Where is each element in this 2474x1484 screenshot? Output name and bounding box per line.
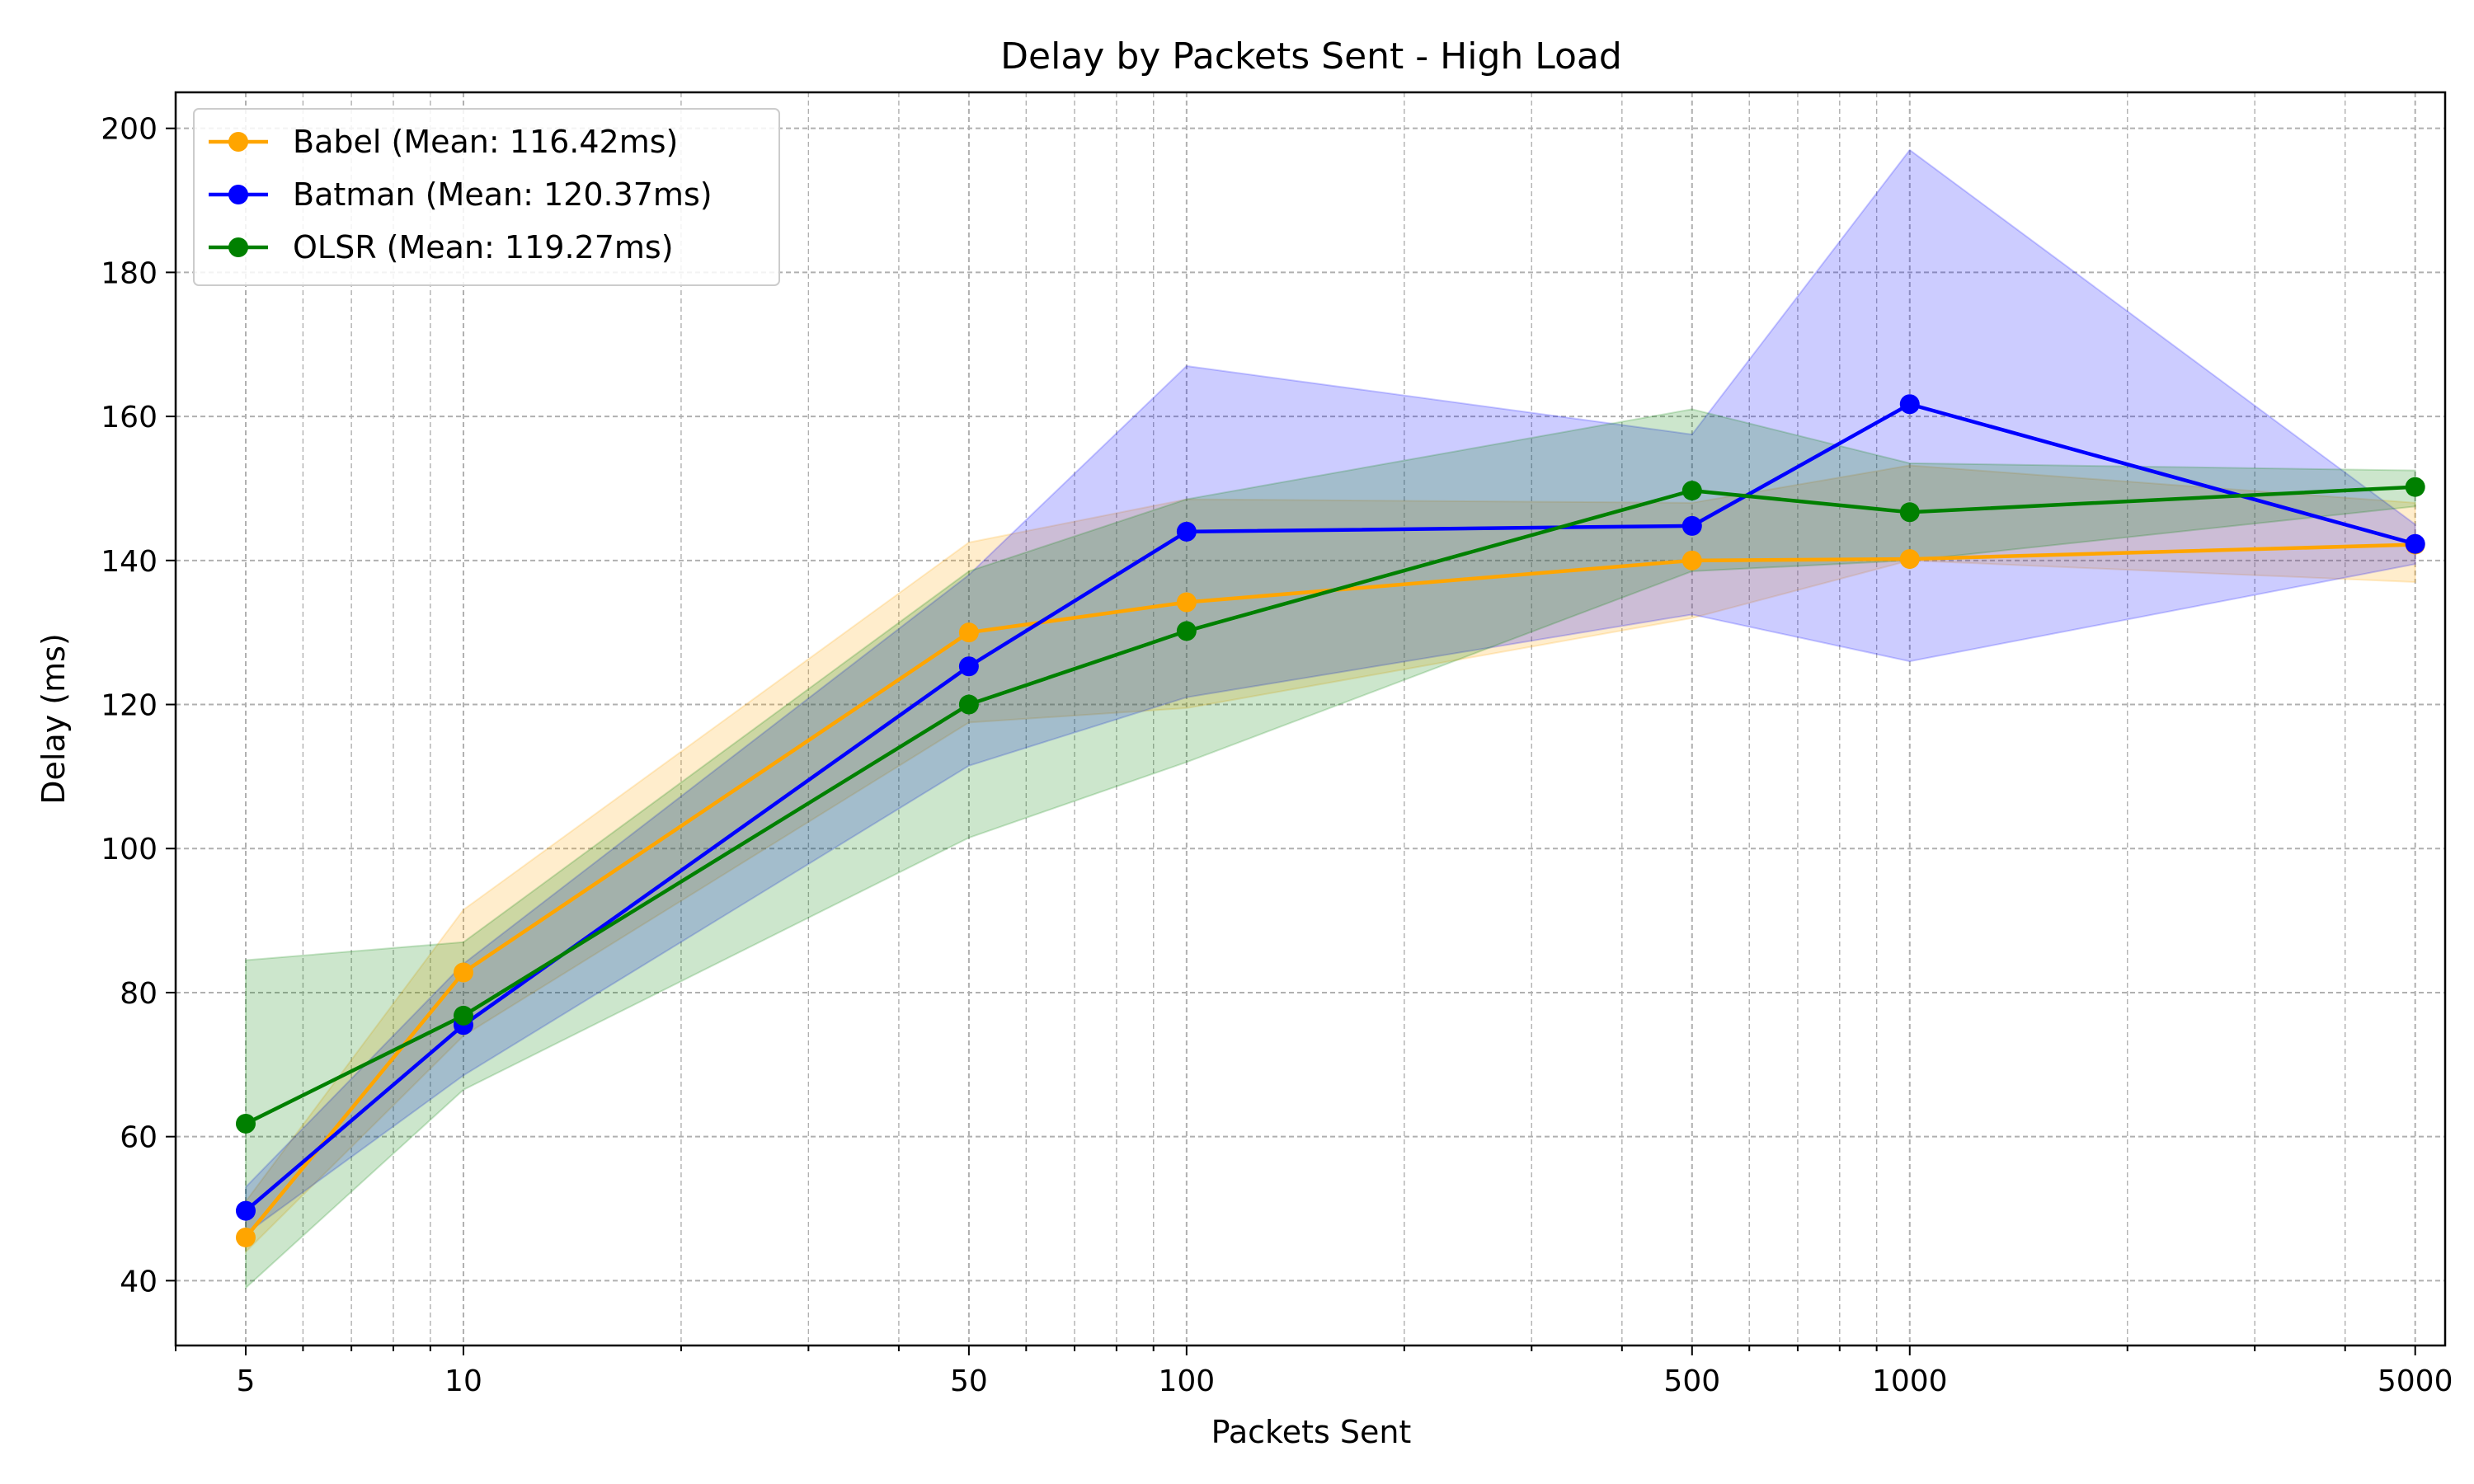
data-point [453, 962, 473, 983]
data-point [1681, 550, 1702, 571]
y-tick-label: 200 [101, 113, 158, 147]
data-point [1176, 521, 1197, 542]
data-point [235, 1200, 256, 1221]
axis-ticks: 5 10 50 100 500 1000 5000 40 60 80 100 120 140 160 180… [101, 113, 2453, 1398]
data-point [1899, 502, 1920, 523]
legend-box [193, 108, 780, 286]
legend-entry-label: OLSR (Mean: 119.27ms) [293, 229, 674, 265]
confidence-band [244, 148, 2416, 1236]
data-point [2405, 533, 2425, 554]
legend-entry-label: Batman (Mean: 120.37ms) [293, 176, 713, 213]
plot-frame [174, 91, 2447, 1347]
grid-lines [175, 92, 2445, 1345]
y-tick-label: 160 [101, 401, 158, 434]
series-markers [235, 394, 2425, 1247]
data-point [1681, 481, 1702, 501]
legend-marker-swatch [228, 185, 248, 204]
y-tick-label: 120 [101, 689, 158, 723]
legend-marker-swatch [228, 132, 248, 152]
legend: Babel (Mean: 116.42ms) Batman (Mean: 120.… [193, 108, 780, 286]
data-point [453, 1005, 473, 1026]
confidence-band [244, 464, 2416, 1254]
y-tick-label: 40 [120, 1265, 158, 1298]
x-tick-label: 5000 [2378, 1364, 2453, 1398]
data-point [2405, 477, 2425, 497]
x-tick-label: 1000 [1872, 1364, 1948, 1398]
y-tick-label: 60 [120, 1121, 158, 1155]
data-point [1899, 549, 1920, 570]
legend-entry-label: Babel (Mean: 116.42ms) [293, 124, 678, 160]
data-point [1176, 621, 1197, 641]
data-point [235, 1227, 256, 1247]
data-point [958, 622, 979, 643]
y-tick-label: 80 [120, 977, 158, 1011]
data-point [958, 694, 979, 715]
chart-title: Delay by Packets Sent - High Load [1000, 35, 1622, 77]
y-tick-label: 100 [101, 833, 158, 866]
y-axis-label: Delay (ms) [35, 633, 72, 805]
x-axis-label: Packets Sent [1211, 1414, 1412, 1450]
data-point [235, 1113, 256, 1134]
data-point [1176, 592, 1197, 613]
data-point [1681, 515, 1702, 536]
x-tick-label: 500 [1663, 1364, 1720, 1398]
data-point [958, 656, 979, 677]
y-tick-label: 180 [101, 256, 158, 290]
legend-marker-swatch [228, 237, 248, 257]
y-tick-label: 140 [101, 545, 158, 579]
x-tick-label: 5 [237, 1364, 256, 1398]
data-point [1899, 394, 1920, 415]
x-tick-label: 10 [444, 1364, 482, 1398]
x-tick-label: 50 [950, 1364, 988, 1398]
x-tick-label: 100 [1159, 1364, 1216, 1398]
